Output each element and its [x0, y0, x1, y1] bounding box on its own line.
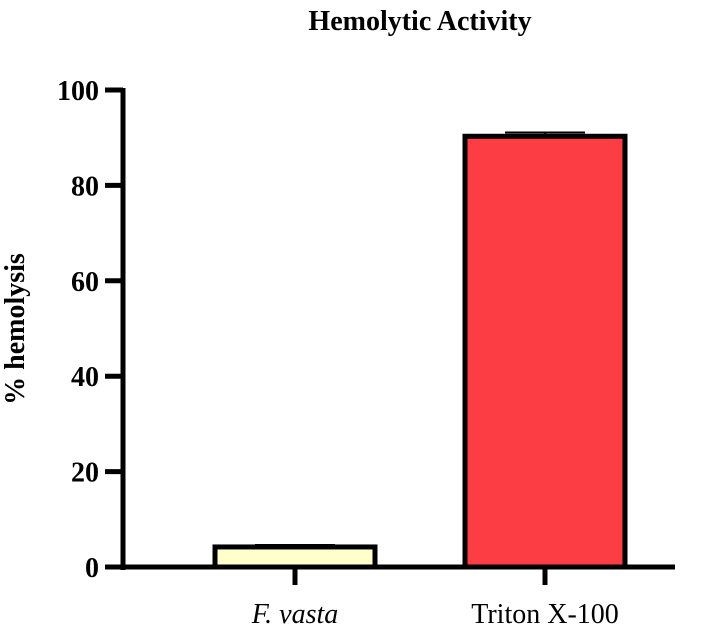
y-axis: 0 20 40 60 80 100 [57, 76, 126, 584]
bar [462, 133, 628, 570]
bar [212, 544, 378, 570]
y-tick-label: 100 [57, 76, 99, 107]
y-tick-label: 0 [85, 553, 99, 584]
bars [212, 131, 628, 570]
x-tick-label: Triton X-100 [471, 599, 619, 629]
x-axis: F. vasta Triton X-100 [121, 564, 675, 629]
y-axis-label: % hemolysis [0, 253, 31, 405]
chart-title: Hemolytic Activity [308, 6, 531, 37]
y-tick-label: 80 [71, 171, 99, 202]
y-tick-label: 60 [71, 267, 99, 298]
y-tick-label: 20 [71, 458, 99, 489]
y-tick-label: 40 [71, 362, 99, 393]
x-tick-label: F. vasta [251, 599, 339, 629]
